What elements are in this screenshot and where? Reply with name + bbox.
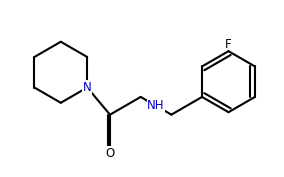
Text: NH: NH: [147, 99, 165, 112]
Text: O: O: [105, 147, 115, 159]
Text: N: N: [83, 81, 92, 94]
Text: F: F: [225, 38, 232, 51]
